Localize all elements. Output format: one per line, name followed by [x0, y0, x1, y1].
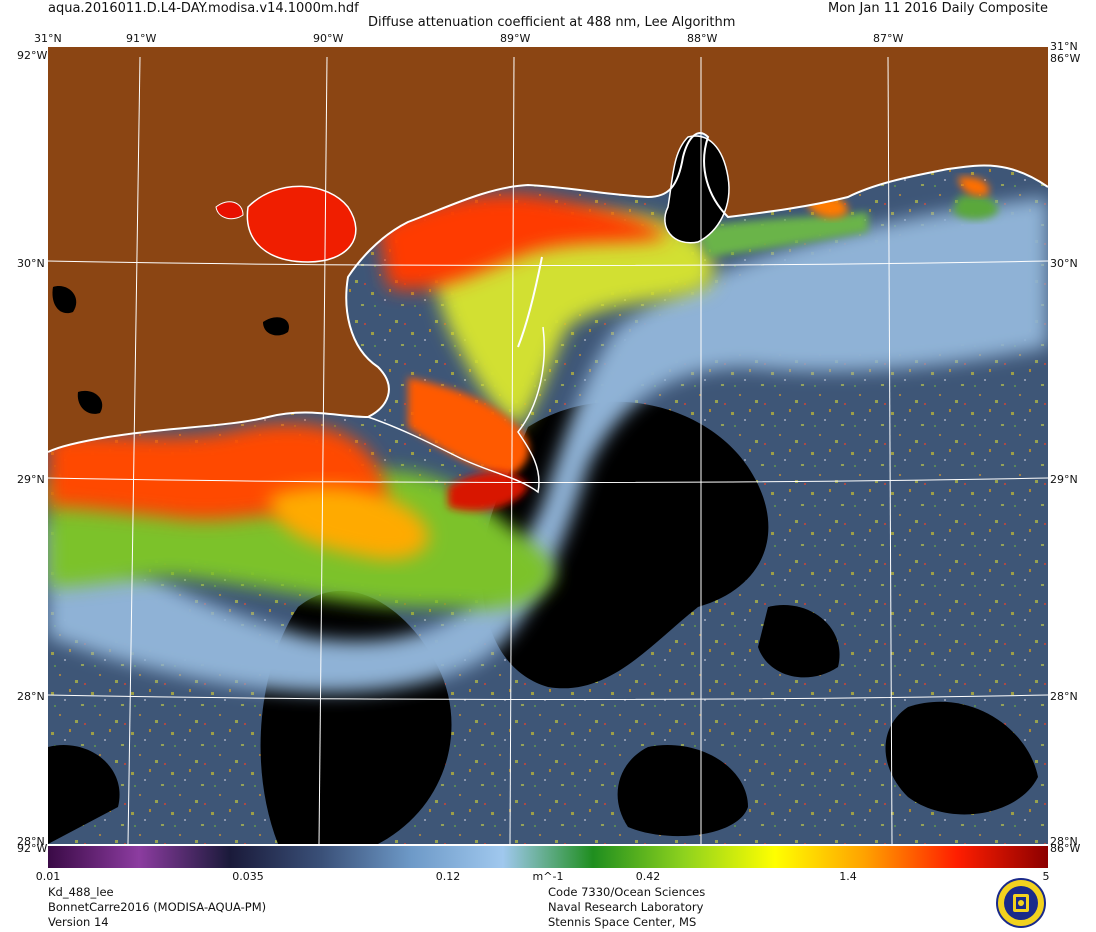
colorbar-unit: m^-1	[532, 870, 564, 883]
yellow-plume-mississippi-sound	[428, 214, 715, 427]
footer-product: Kd_488_lee	[48, 885, 114, 899]
lat-label-30n-right: 30°N	[1050, 257, 1078, 270]
nrl-seal-logo	[996, 878, 1046, 928]
delta-coastline	[367, 326, 546, 494]
lat-label-30n-left: 30°N	[17, 257, 45, 270]
map-title: Diffuse attenuation coefficient at 488 n…	[368, 15, 736, 30]
colorbar-tick-0: 0.01	[35, 870, 61, 883]
lake-maurepas	[215, 201, 244, 220]
composite-date: Mon Jan 11 2016 Daily Composite	[827, 1, 1048, 16]
colorbar-tick-2: 0.12	[435, 870, 461, 883]
footer-version: Version 14	[48, 915, 109, 929]
lon-label-90w: 90°W	[313, 32, 344, 45]
chandeleur-islands	[517, 256, 543, 348]
nearshore-turbid-water	[48, 197, 1048, 693]
orange-plume-offshore	[268, 486, 429, 560]
graticule	[48, 56, 1048, 844]
inland-no-data-3	[77, 390, 103, 414]
mobile-bay-no-data	[664, 135, 730, 244]
colorbar-tick-1: 0.035	[232, 870, 264, 883]
lat-label-28n-right: 28°N	[1050, 690, 1078, 703]
high-kd-pensacola-bay	[958, 176, 989, 197]
inland-no-data-1	[263, 317, 289, 336]
footer-dataset: BonnetCarre2016 (MODISA-AQUA-PM)	[48, 900, 267, 914]
footer-lab: Naval Research Laboratory	[548, 900, 704, 914]
corner-lon-label-bottom-right: 86°W	[1050, 842, 1081, 855]
file-name: aqua.2016011.D.L4-DAY.modisa.v14.1000m.h…	[48, 1, 359, 16]
colorbar-tick-5: 5	[1042, 870, 1050, 883]
coastline	[48, 132, 1048, 453]
green-plume-pensacola	[953, 195, 998, 220]
lon-label-89w: 89°W	[500, 32, 531, 45]
satellite-map	[48, 47, 1048, 844]
corner-lon-label-bottom-left: 92°W	[17, 842, 48, 855]
colorbar-tick-4: 1.4	[839, 870, 857, 883]
lon-label-87w: 87°W	[873, 32, 904, 45]
high-kd-breton-sound	[408, 377, 529, 477]
lake-pontchartrain	[246, 185, 357, 263]
footer-code: Code 7330/Ocean Sciences	[548, 885, 706, 899]
lat-label-29n-left: 29°N	[17, 473, 45, 486]
lat-label-28n-left: 28°N	[17, 690, 45, 703]
lon-label-88w: 88°W	[687, 32, 718, 45]
land	[48, 47, 1048, 452]
corner-lat-label-top-right: 31°N	[1050, 40, 1078, 53]
colorbar-tick-3: 0.42	[635, 870, 661, 883]
high-kd-delta	[448, 472, 528, 511]
lon-label-91w: 91°W	[126, 32, 157, 45]
colorbar	[48, 846, 1048, 868]
corner-lon-label-top-left: 92°W	[17, 49, 48, 62]
corner-lon-label-top-right: 86°W	[1050, 52, 1081, 65]
corner-lat-label-bottom-right: 28°N	[1050, 835, 1078, 848]
footer-location: Stennis Space Center, MS	[548, 915, 697, 929]
corner-lat-label-top-left: 31°N	[34, 32, 62, 45]
inland-no-data-2	[52, 286, 77, 314]
corner-lat-label-bottom-left: 28°N	[17, 835, 45, 848]
map-svg	[48, 47, 1048, 844]
lat-label-29n-right: 29°N	[1050, 473, 1078, 486]
green-plume-east	[698, 212, 868, 257]
